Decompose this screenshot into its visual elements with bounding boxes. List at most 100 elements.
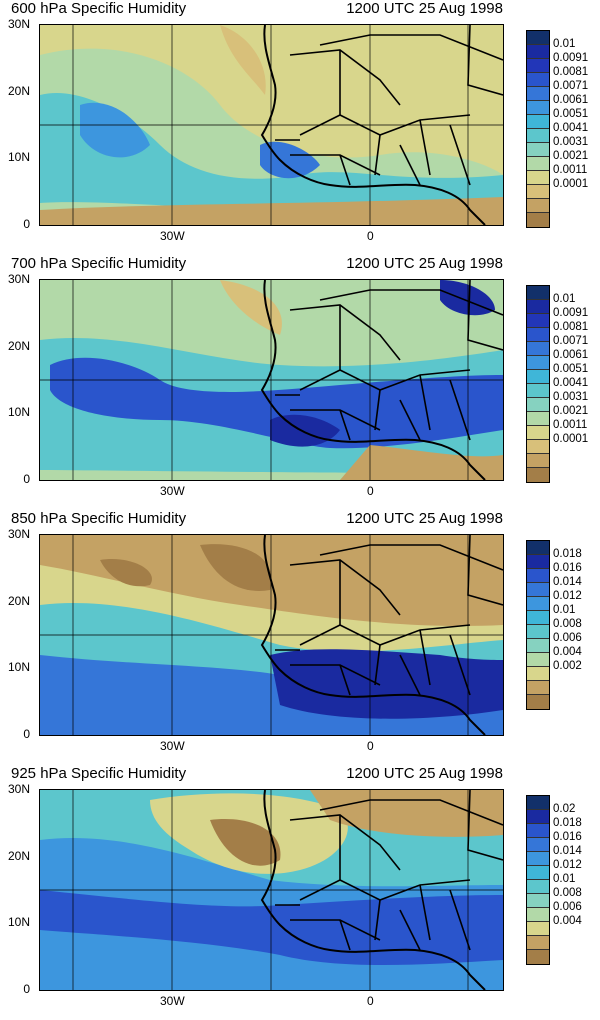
colorbar-label: 0.0071 [553,335,589,347]
country-border [467,790,503,861]
colorbar-swatch [527,583,549,597]
lon-tick-label: 0 [367,229,374,243]
colorbar-swatch [527,45,549,59]
colorbar-swatch [527,398,549,412]
colorbar-swatch [527,300,549,314]
panel-date: 1200 UTC 25 Aug 1998 [346,0,503,17]
coastline [260,535,486,735]
humidity-contour [80,102,150,158]
humidity-contour [340,445,503,480]
humidity-map [39,789,504,991]
humidity-contour [50,357,503,449]
humidity-contour [40,197,503,225]
colorbar-swatch [527,412,549,426]
lon-tick-label: 30W [160,994,185,1008]
country-border [399,909,421,951]
colorbar-swatch [527,625,549,639]
colorbar-label: 0.006 [553,632,582,644]
country-border [339,879,471,901]
map-canvas [40,790,503,990]
humidity-contour [260,141,320,179]
country-border [289,814,401,871]
lon-tick-label: 0 [367,994,374,1008]
lat-tick-label: 20N [7,84,30,98]
colorbar-label: 0.0061 [553,94,589,106]
colorbar-swatch [527,31,549,45]
colorbar-label: 0.0031 [553,136,589,148]
colorbar-swatch [527,199,549,213]
lon-tick-label: 0 [367,739,374,753]
map-panel: 850 hPa Specific Humidity 1200 UTC 25 Aug… [0,510,600,765]
coastline [260,790,486,990]
country-border [449,379,471,441]
map-canvas [40,25,503,225]
colorbar-swatch [527,59,549,73]
humidity-contour [210,819,281,866]
panel-title: 925 hPa Specific Humidity [11,765,187,782]
lat-tick-label: 20N [7,849,30,863]
country-border [289,49,401,106]
colorbar-label: 0.0001 [553,433,589,445]
colorbar-swatch [527,681,549,695]
colorbar-label: 0.0061 [553,349,589,361]
colorbar-label: 0.004 [553,646,582,658]
colorbar-label: 0.008 [553,618,582,630]
colorbar-label: 0.0071 [553,80,589,92]
country-border [399,654,421,696]
colorbar-label: 0.014 [553,576,582,588]
colorbar-label: 0.0091 [553,52,589,64]
colorbar-swatch [527,695,549,709]
colorbar-label: 0.0081 [553,321,589,333]
colorbar-swatch [527,454,549,468]
colorbar-label: 0.01 [553,293,576,305]
map-canvas [40,535,503,735]
colorbar-swatch [527,611,549,625]
country-border [289,304,401,361]
colorbar [526,285,550,483]
lat-tick-label: 30N [7,272,30,286]
lon-tick-label: 0 [367,484,374,498]
colorbar-swatch [527,796,549,810]
country-border [319,289,503,316]
humidity-contour [200,544,272,591]
colorbar-swatch [527,667,549,681]
colorbar-swatch [527,541,549,555]
colorbar-swatch [527,87,549,101]
panel-date: 1200 UTC 25 Aug 1998 [346,765,503,782]
country-border [419,374,431,431]
colorbar-label: 0.0031 [553,391,589,403]
map-canvas [40,280,503,480]
humidity-contour [100,559,152,587]
lon-tick-label: 30W [160,229,185,243]
colorbar [526,30,550,228]
country-border [399,144,421,186]
colorbar-label: 0.0011 [553,419,588,431]
country-border [339,409,351,441]
colorbar-label: 0.0051 [553,108,589,120]
country-border [399,399,421,441]
country-border [467,535,503,606]
lat-tick-label: 0 [23,982,30,996]
country-border [319,544,503,571]
map-panel: 600 hPa Specific Humidity 1200 UTC 25 Aug… [0,0,600,255]
colorbar-label: 0.0091 [553,307,589,319]
panel-title: 700 hPa Specific Humidity [11,255,187,272]
colorbar-swatch [527,171,549,185]
colorbar-swatch [527,314,549,328]
colorbar-label: 0.012 [553,590,582,602]
colorbar-swatch [527,852,549,866]
colorbar-label: 0.018 [553,817,582,829]
colorbar-label: 0.004 [553,915,582,927]
colorbar-swatch [527,597,549,611]
colorbar-swatch [527,101,549,115]
colorbar-swatch [527,356,549,370]
country-border [299,369,341,391]
colorbar-swatch [527,866,549,880]
country-border [374,134,381,176]
colorbar-label: 0.0021 [553,150,589,162]
colorbar-swatch [527,810,549,824]
colorbar [526,795,550,965]
colorbar-swatch [527,950,549,964]
humidity-contour [40,93,503,213]
humidity-contour [220,280,282,335]
